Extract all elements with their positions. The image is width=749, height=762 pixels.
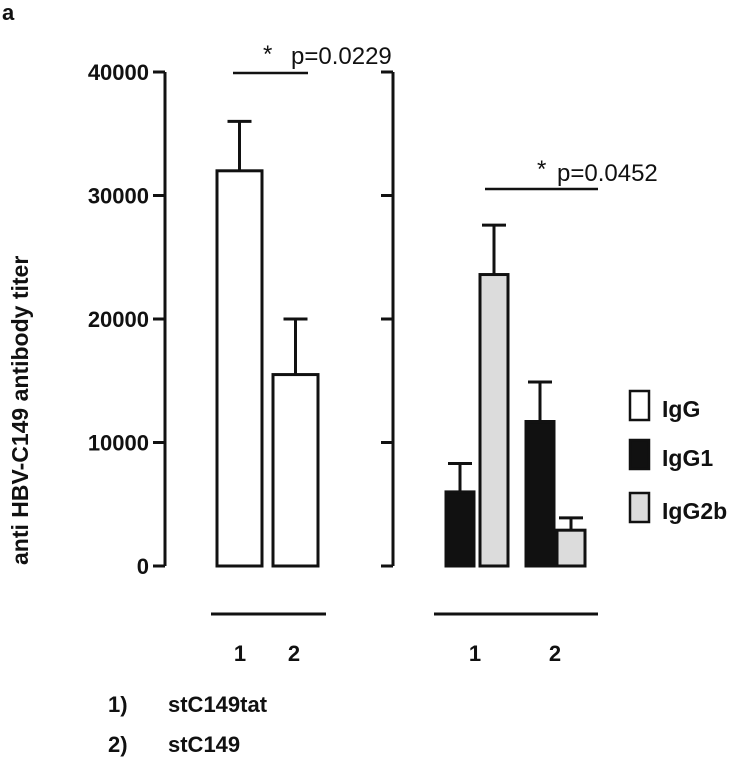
x-tick-left-1: 1: [234, 641, 246, 666]
y-tick-label-0: 0: [137, 554, 149, 579]
legend-label-IgG1: IgG1: [662, 445, 713, 471]
p-value-right: p=0.0452: [557, 160, 658, 187]
legend-swatch-IgG: [628, 389, 651, 422]
x-tick-left-2: 2: [288, 641, 300, 666]
footnote-1-number: 1): [108, 692, 128, 717]
left-y-axis: 0 10000 20000 30000 40000: [88, 60, 167, 579]
bar-right-IgG2b-1: [478, 273, 510, 568]
y-tick-label-2: 20000: [88, 307, 149, 332]
footnote-2-number: 2): [108, 732, 128, 757]
bar-right-IgG1-1: [444, 490, 476, 568]
y-axis-label: anti HBV-C149 antibody titer: [7, 256, 33, 565]
x-tick-right-2: 2: [549, 641, 561, 666]
bar-right-IgG2b-2: [555, 528, 587, 568]
p-value-left: p=0.0229: [291, 43, 392, 70]
x-axis-groups: 1 2 1 2: [211, 612, 598, 666]
significance-annotations: * p=0.0229 * p=0.0452: [233, 41, 658, 191]
bar-left-IgG-1: [215, 169, 264, 568]
sig-star-left: *: [263, 41, 272, 68]
bar-right-IgG1-2: [524, 420, 556, 568]
bar-left-IgG-2: [271, 373, 320, 568]
legend-swatch-IgG1: [628, 438, 651, 471]
right-y-axis: [381, 70, 395, 568]
legend-label-IgG2b: IgG2b: [662, 498, 727, 524]
bars-layer: [215, 119, 587, 568]
legend-swatch-IgG2b: [628, 491, 651, 524]
panel-label: a: [2, 0, 15, 25]
y-tick-label-1: 10000: [88, 431, 149, 456]
footnotes: 1) stC149tat 2) stC149: [108, 692, 268, 757]
legend-label-IgG: IgG: [662, 396, 700, 422]
footnote-1-label: stC149tat: [168, 692, 268, 717]
sig-star-right: *: [537, 156, 546, 183]
x-tick-right-1: 1: [469, 641, 481, 666]
legend: IgG IgG1 IgG2b: [628, 389, 727, 524]
y-tick-label-4: 40000: [88, 60, 149, 85]
footnote-2-label: stC149: [168, 732, 240, 757]
y-tick-label-3: 30000: [88, 184, 149, 209]
